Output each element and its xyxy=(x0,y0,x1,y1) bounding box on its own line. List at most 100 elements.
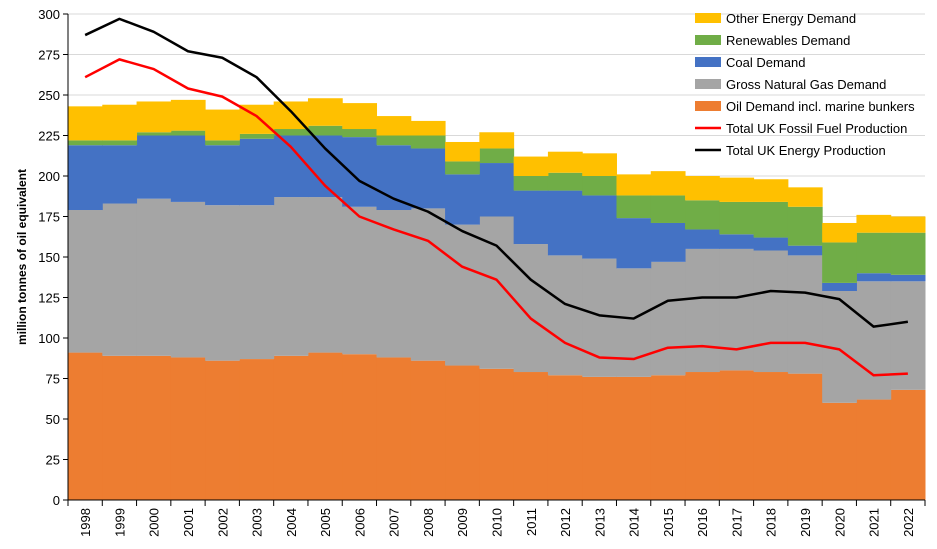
y-tick-label: 225 xyxy=(38,129,60,144)
area-segment xyxy=(890,232,926,275)
x-tick-label: 2009 xyxy=(455,508,470,537)
x-tick-label: 2006 xyxy=(352,508,367,537)
area-segment xyxy=(890,389,926,500)
area-segment xyxy=(822,242,857,283)
y-tick-label: 100 xyxy=(38,331,60,346)
y-tick-label: 125 xyxy=(38,291,60,306)
area-segment xyxy=(410,148,446,209)
legend-swatch xyxy=(695,79,721,89)
area-segment xyxy=(273,135,309,198)
area-segment xyxy=(376,357,412,500)
area-segment xyxy=(239,138,275,206)
area-segment xyxy=(136,101,172,133)
area-segment xyxy=(445,141,480,162)
area-segment xyxy=(445,174,480,225)
area-segment xyxy=(445,161,480,175)
area-segment xyxy=(753,179,789,202)
area-segment xyxy=(685,229,720,249)
area-segment xyxy=(856,273,892,282)
y-tick-label: 150 xyxy=(38,250,60,265)
area-segment xyxy=(582,195,617,259)
area-segment xyxy=(856,214,892,233)
legend-item: Total UK Fossil Fuel Production xyxy=(695,121,907,136)
x-tick-label: 1998 xyxy=(78,508,93,537)
legend-label: Total UK Energy Production xyxy=(726,143,886,158)
area-segment xyxy=(273,129,309,136)
x-tick-label: 2020 xyxy=(832,508,847,537)
area-segment xyxy=(102,104,138,141)
legend-label: Oil Demand incl. marine bunkers xyxy=(726,99,915,114)
production-lines xyxy=(84,17,909,377)
y-tick-label: 50 xyxy=(46,412,60,427)
legend-item: Gross Natural Gas Demand xyxy=(695,77,886,92)
area-segment xyxy=(307,135,343,198)
area-segment xyxy=(685,248,720,373)
area-segment xyxy=(205,140,240,146)
x-tick-label: 2019 xyxy=(798,508,813,537)
area-segment xyxy=(170,201,206,358)
area-segment xyxy=(170,357,206,500)
area-segment xyxy=(479,148,515,164)
area-segment xyxy=(205,109,240,141)
legend-item: Total UK Energy Production xyxy=(695,143,886,158)
y-tick-label: 75 xyxy=(46,372,60,387)
area-segment xyxy=(822,282,857,292)
area-segment xyxy=(890,281,926,390)
area-segment xyxy=(719,201,755,235)
area-segment xyxy=(376,210,412,358)
area-segment xyxy=(102,140,138,146)
area-segment xyxy=(582,376,617,500)
legend-label: Coal Demand xyxy=(726,55,806,70)
area-segment xyxy=(856,232,892,274)
x-tick-label: 2011 xyxy=(524,508,539,536)
area-segment xyxy=(719,370,755,500)
x-tick-label: 2014 xyxy=(627,508,642,537)
series-other-energy-demand xyxy=(68,98,926,243)
area-segment xyxy=(170,99,206,131)
area-segment xyxy=(376,135,412,146)
area-segment xyxy=(685,372,720,500)
area-segment xyxy=(273,197,309,356)
area-segment xyxy=(856,281,892,400)
area-segment xyxy=(102,145,138,204)
axes: 0 25 50 75 100 125 150 175 200 225 250 275 300 1998 19… xyxy=(38,7,926,537)
area-segment xyxy=(582,176,617,196)
x-tick-label: 1999 xyxy=(112,508,127,537)
area-segment xyxy=(890,274,926,282)
area-segment xyxy=(376,116,412,136)
line-total-uk-fossil-fuel-production xyxy=(84,58,908,377)
area-segment xyxy=(650,375,686,500)
area-segment xyxy=(342,137,378,207)
series-renewables-demand xyxy=(68,125,926,283)
area-segment xyxy=(616,195,652,219)
area-segment xyxy=(513,244,549,373)
x-tick-label: 2013 xyxy=(592,508,607,537)
x-tick-label: 2003 xyxy=(250,508,265,537)
legend-item: Renewables Demand xyxy=(695,33,850,48)
legend-label: Other Energy Demand xyxy=(726,11,856,26)
area-segment xyxy=(205,205,240,361)
x-tick-label: 2018 xyxy=(764,508,779,537)
area-segment xyxy=(102,203,138,356)
area-segment xyxy=(136,198,172,356)
area-segment xyxy=(307,352,343,500)
area-segment xyxy=(136,132,172,136)
area-segment xyxy=(616,268,652,377)
area-segment xyxy=(616,218,652,269)
area-segment xyxy=(719,234,755,249)
series-oil-demand-incl-marine-bunkers xyxy=(68,352,926,500)
y-tick-label: 0 xyxy=(53,493,60,508)
x-tick-label: 2012 xyxy=(558,508,573,537)
area-segment xyxy=(170,135,206,202)
area-segment xyxy=(410,360,446,500)
area-segment xyxy=(650,171,686,196)
area-segment xyxy=(136,355,172,500)
area-segment xyxy=(479,163,515,217)
area-segment xyxy=(719,248,755,371)
area-segment xyxy=(547,375,583,500)
area-segment xyxy=(68,140,103,146)
area-segment xyxy=(582,153,617,176)
area-segment xyxy=(616,174,652,196)
area-segment xyxy=(239,205,275,360)
